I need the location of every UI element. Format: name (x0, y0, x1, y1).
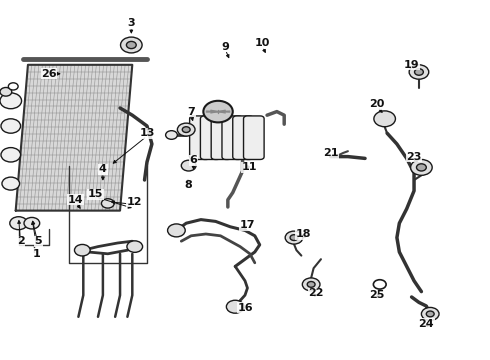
Circle shape (307, 282, 315, 287)
FancyBboxPatch shape (200, 116, 221, 159)
FancyBboxPatch shape (190, 116, 210, 159)
FancyBboxPatch shape (244, 116, 264, 159)
Circle shape (182, 127, 190, 132)
Circle shape (121, 37, 142, 53)
Circle shape (1, 119, 21, 133)
Circle shape (426, 311, 434, 317)
Circle shape (411, 159, 432, 175)
Text: 12: 12 (127, 197, 143, 207)
Text: 11: 11 (242, 162, 258, 172)
Text: 14: 14 (68, 195, 84, 205)
Text: 1: 1 (33, 249, 41, 259)
Text: 19: 19 (404, 60, 419, 70)
Circle shape (421, 307, 439, 320)
Circle shape (74, 244, 90, 256)
Circle shape (416, 164, 426, 171)
Text: 20: 20 (369, 99, 385, 109)
Text: 18: 18 (296, 229, 312, 239)
Text: 6: 6 (190, 155, 197, 165)
Circle shape (177, 123, 195, 136)
Circle shape (373, 280, 386, 289)
Text: 25: 25 (369, 290, 385, 300)
Text: 21: 21 (323, 148, 339, 158)
Text: 24: 24 (418, 319, 434, 329)
FancyBboxPatch shape (222, 116, 243, 159)
Text: 13: 13 (139, 128, 155, 138)
Circle shape (166, 131, 177, 139)
Circle shape (285, 231, 303, 244)
Circle shape (203, 101, 233, 122)
Text: 17: 17 (240, 220, 255, 230)
Text: 16: 16 (237, 303, 253, 313)
Circle shape (181, 160, 196, 171)
Text: 5: 5 (34, 236, 42, 246)
Text: 8: 8 (185, 180, 193, 190)
FancyBboxPatch shape (233, 116, 253, 159)
Text: 23: 23 (406, 152, 422, 162)
Circle shape (415, 69, 423, 75)
Circle shape (0, 93, 22, 109)
Text: 10: 10 (254, 38, 270, 48)
Text: 3: 3 (127, 18, 135, 28)
Text: 4: 4 (99, 164, 107, 174)
Polygon shape (16, 65, 132, 211)
FancyBboxPatch shape (211, 116, 232, 159)
Circle shape (127, 241, 143, 252)
Text: 9: 9 (221, 42, 229, 52)
Circle shape (2, 177, 20, 190)
Circle shape (1, 148, 21, 162)
Circle shape (24, 217, 40, 229)
Circle shape (226, 300, 244, 313)
Text: 22: 22 (308, 288, 324, 298)
Text: 26: 26 (41, 69, 57, 79)
Circle shape (126, 41, 136, 49)
Circle shape (409, 65, 429, 79)
Circle shape (290, 235, 298, 240)
Circle shape (302, 278, 320, 291)
Circle shape (8, 83, 18, 90)
Circle shape (168, 224, 185, 237)
Circle shape (10, 217, 27, 230)
Text: 15: 15 (88, 189, 103, 199)
Text: 2: 2 (17, 236, 24, 246)
Circle shape (374, 111, 395, 127)
Circle shape (101, 199, 114, 208)
Circle shape (0, 87, 12, 96)
Text: 7: 7 (187, 107, 195, 117)
